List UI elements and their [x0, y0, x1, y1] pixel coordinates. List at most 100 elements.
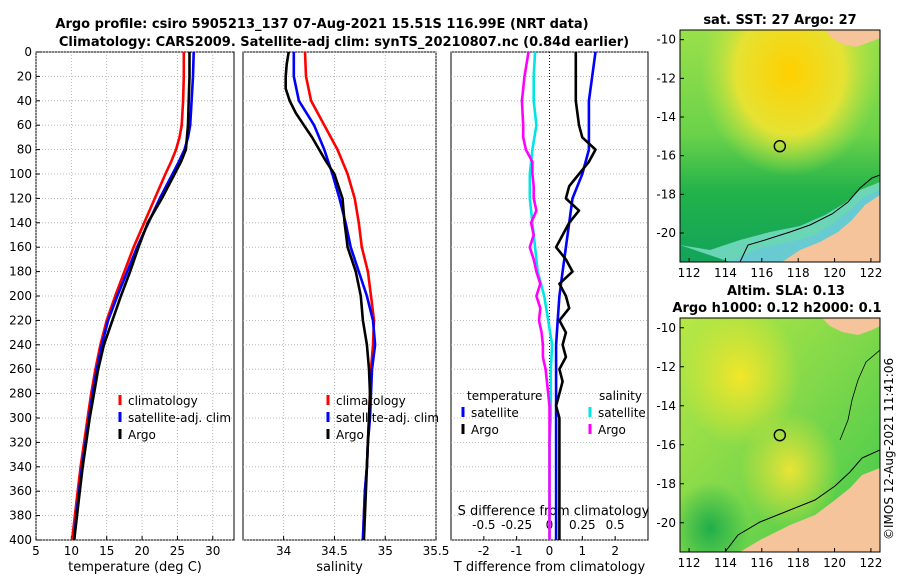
y-tick-label: 120	[9, 191, 32, 205]
legend-label: satellite	[598, 406, 646, 420]
x-tick-label: 2	[611, 544, 619, 558]
x-tick-label: 25	[170, 544, 185, 558]
y-tick-label: 100	[9, 167, 32, 181]
map-y-tick-label: -16	[656, 438, 676, 452]
sst-land-north	[825, 30, 880, 47]
sla-land-north	[822, 318, 880, 335]
map-x-tick-label: 118	[787, 556, 810, 570]
map-x-tick-label: 114	[714, 556, 737, 570]
y-tick-label: 0	[24, 45, 32, 59]
x-tick-label: 30	[205, 544, 220, 558]
map-y-tick-label: -12	[656, 360, 676, 374]
x-tick-label: 34	[276, 544, 291, 558]
map-y-tick-label: -20	[656, 516, 676, 530]
x-tick-label: -2	[478, 544, 490, 558]
x-axis-label: temperature (deg C)	[68, 560, 202, 575]
map-x-tick-label: 120	[823, 556, 846, 570]
x-tick-label: 35.5	[423, 544, 450, 558]
x-tick-label: 20	[134, 544, 149, 558]
map-y-tick-label: -14	[656, 399, 676, 413]
x-tick-label: 35	[378, 544, 393, 558]
map-y-tick-label: -14	[656, 110, 676, 124]
x2-axis-label: S difference from climatology	[458, 504, 650, 519]
sla-map-title: Altim. SLA: 0.13	[727, 284, 845, 299]
legend-label: satellite	[471, 406, 519, 420]
sla-coastline	[724, 449, 880, 552]
map-frame	[679, 29, 881, 263]
y-tick-label: 280	[9, 387, 32, 401]
map-x-tick-label: 122	[859, 266, 882, 280]
x2-tick-label: -0.25	[501, 518, 532, 532]
map-x-tick-label: 120	[823, 266, 846, 280]
argo-location-marker	[773, 428, 787, 442]
series-line-argo	[284, 51, 372, 541]
map-x-tick-label: 112	[678, 266, 701, 280]
figure-title-line2: Climatology: CARS2009. Satellite-adj cli…	[59, 35, 629, 50]
figure-title-line1: Argo profile: csiro 5905213_137 07-Aug-2…	[55, 17, 588, 32]
legend-label: Argo	[598, 423, 626, 437]
y-tick-label: 40	[17, 94, 32, 108]
y-tick-label: 140	[9, 216, 32, 230]
legend-label: climatology	[336, 394, 406, 408]
y-tick-label: 80	[17, 143, 32, 157]
x-tick-label: -1	[511, 544, 523, 558]
legend-label: Argo	[128, 428, 156, 442]
map-x-tick-label: 116	[750, 266, 773, 280]
x-tick-label: 15	[99, 544, 114, 558]
y-tick-label: 300	[9, 411, 32, 425]
series-line-t-argo	[554, 52, 597, 540]
y-tick-label: 240	[9, 338, 32, 352]
map-x-tick-label: 112	[678, 556, 701, 570]
profile-panel-difference: -2 -1 0 1 2 T difference from climatology -0.5…	[450, 51, 650, 575]
x2-tick-label: 0.5	[606, 518, 625, 532]
y-tick-label: 160	[9, 240, 32, 254]
legend-label: Argo	[471, 423, 499, 437]
x-tick-label: 1	[579, 544, 587, 558]
y-tick-label: 320	[9, 435, 32, 449]
map-y-tick-label: -10	[656, 321, 676, 335]
y-tick-label: 20	[17, 69, 32, 83]
map-y-tick-label: -18	[656, 187, 676, 201]
y-tick-label: 400	[9, 533, 32, 547]
y-tick-label: 180	[9, 265, 32, 279]
x-axis-label: T difference from climatology	[453, 560, 646, 575]
legend-label: satellite-adj. clim	[128, 411, 231, 425]
legend-label: climatology	[128, 394, 198, 408]
map-axes-sla_map: 112 114 116 118 120 122 -10 -12 -14 -16 -18 -20	[656, 317, 882, 570]
sst-map-title: sat. SST: 27 Argo: 27	[703, 13, 856, 28]
legend-label: satellite-adj. clim	[336, 411, 439, 425]
legend-title-temperature: temperature	[467, 389, 542, 403]
y-tick-label: 360	[9, 484, 32, 498]
copyright-stamp: ©IMOS 12-Aug-2021 11:41:06	[882, 358, 896, 540]
x2-tick-label: -0.5	[472, 518, 495, 532]
x-tick-label: 0	[546, 544, 554, 558]
map-x-tick-label: 122	[859, 556, 882, 570]
series-line-s-argo	[520, 51, 551, 540]
map-y-tick-label: -12	[656, 71, 676, 85]
x-axis-label: salinity	[316, 560, 363, 575]
y-tick-label: 260	[9, 362, 32, 376]
y-tick-label: 60	[17, 118, 32, 132]
y-tick-label: 380	[9, 509, 32, 523]
sla-map	[680, 318, 880, 552]
x2-tick-label: 0.25	[569, 518, 596, 532]
map-x-tick-label: 114	[714, 266, 737, 280]
sst-land-coast	[782, 195, 880, 262]
y-tick-label: 200	[9, 289, 32, 303]
map-frame	[679, 317, 881, 553]
y-tick-label: 340	[9, 460, 32, 474]
sla-map-title-line2: Argo h1000: 0.12 h2000: 0.1	[672, 301, 881, 316]
sst-coastline	[739, 174, 880, 262]
map-x-tick-label: 116	[750, 556, 773, 570]
profile-panel-salinity: 34 34.5 35 35.5 salinity climatology satellite…	[242, 51, 450, 575]
x-tick-label: 5	[32, 544, 40, 558]
legend-title-salinity: salinity	[599, 389, 642, 403]
x-tick-label: 34.5	[321, 544, 348, 558]
map-y-tick-label: -10	[656, 33, 676, 47]
map-axes-sst_map: 112 114 116 118 120 122 -10 -12 -14 -16 -18 -20	[656, 29, 882, 280]
series-line-argo	[72, 52, 191, 541]
sla-shelf-contour	[839, 349, 880, 441]
y-tick-label: 220	[9, 313, 32, 327]
